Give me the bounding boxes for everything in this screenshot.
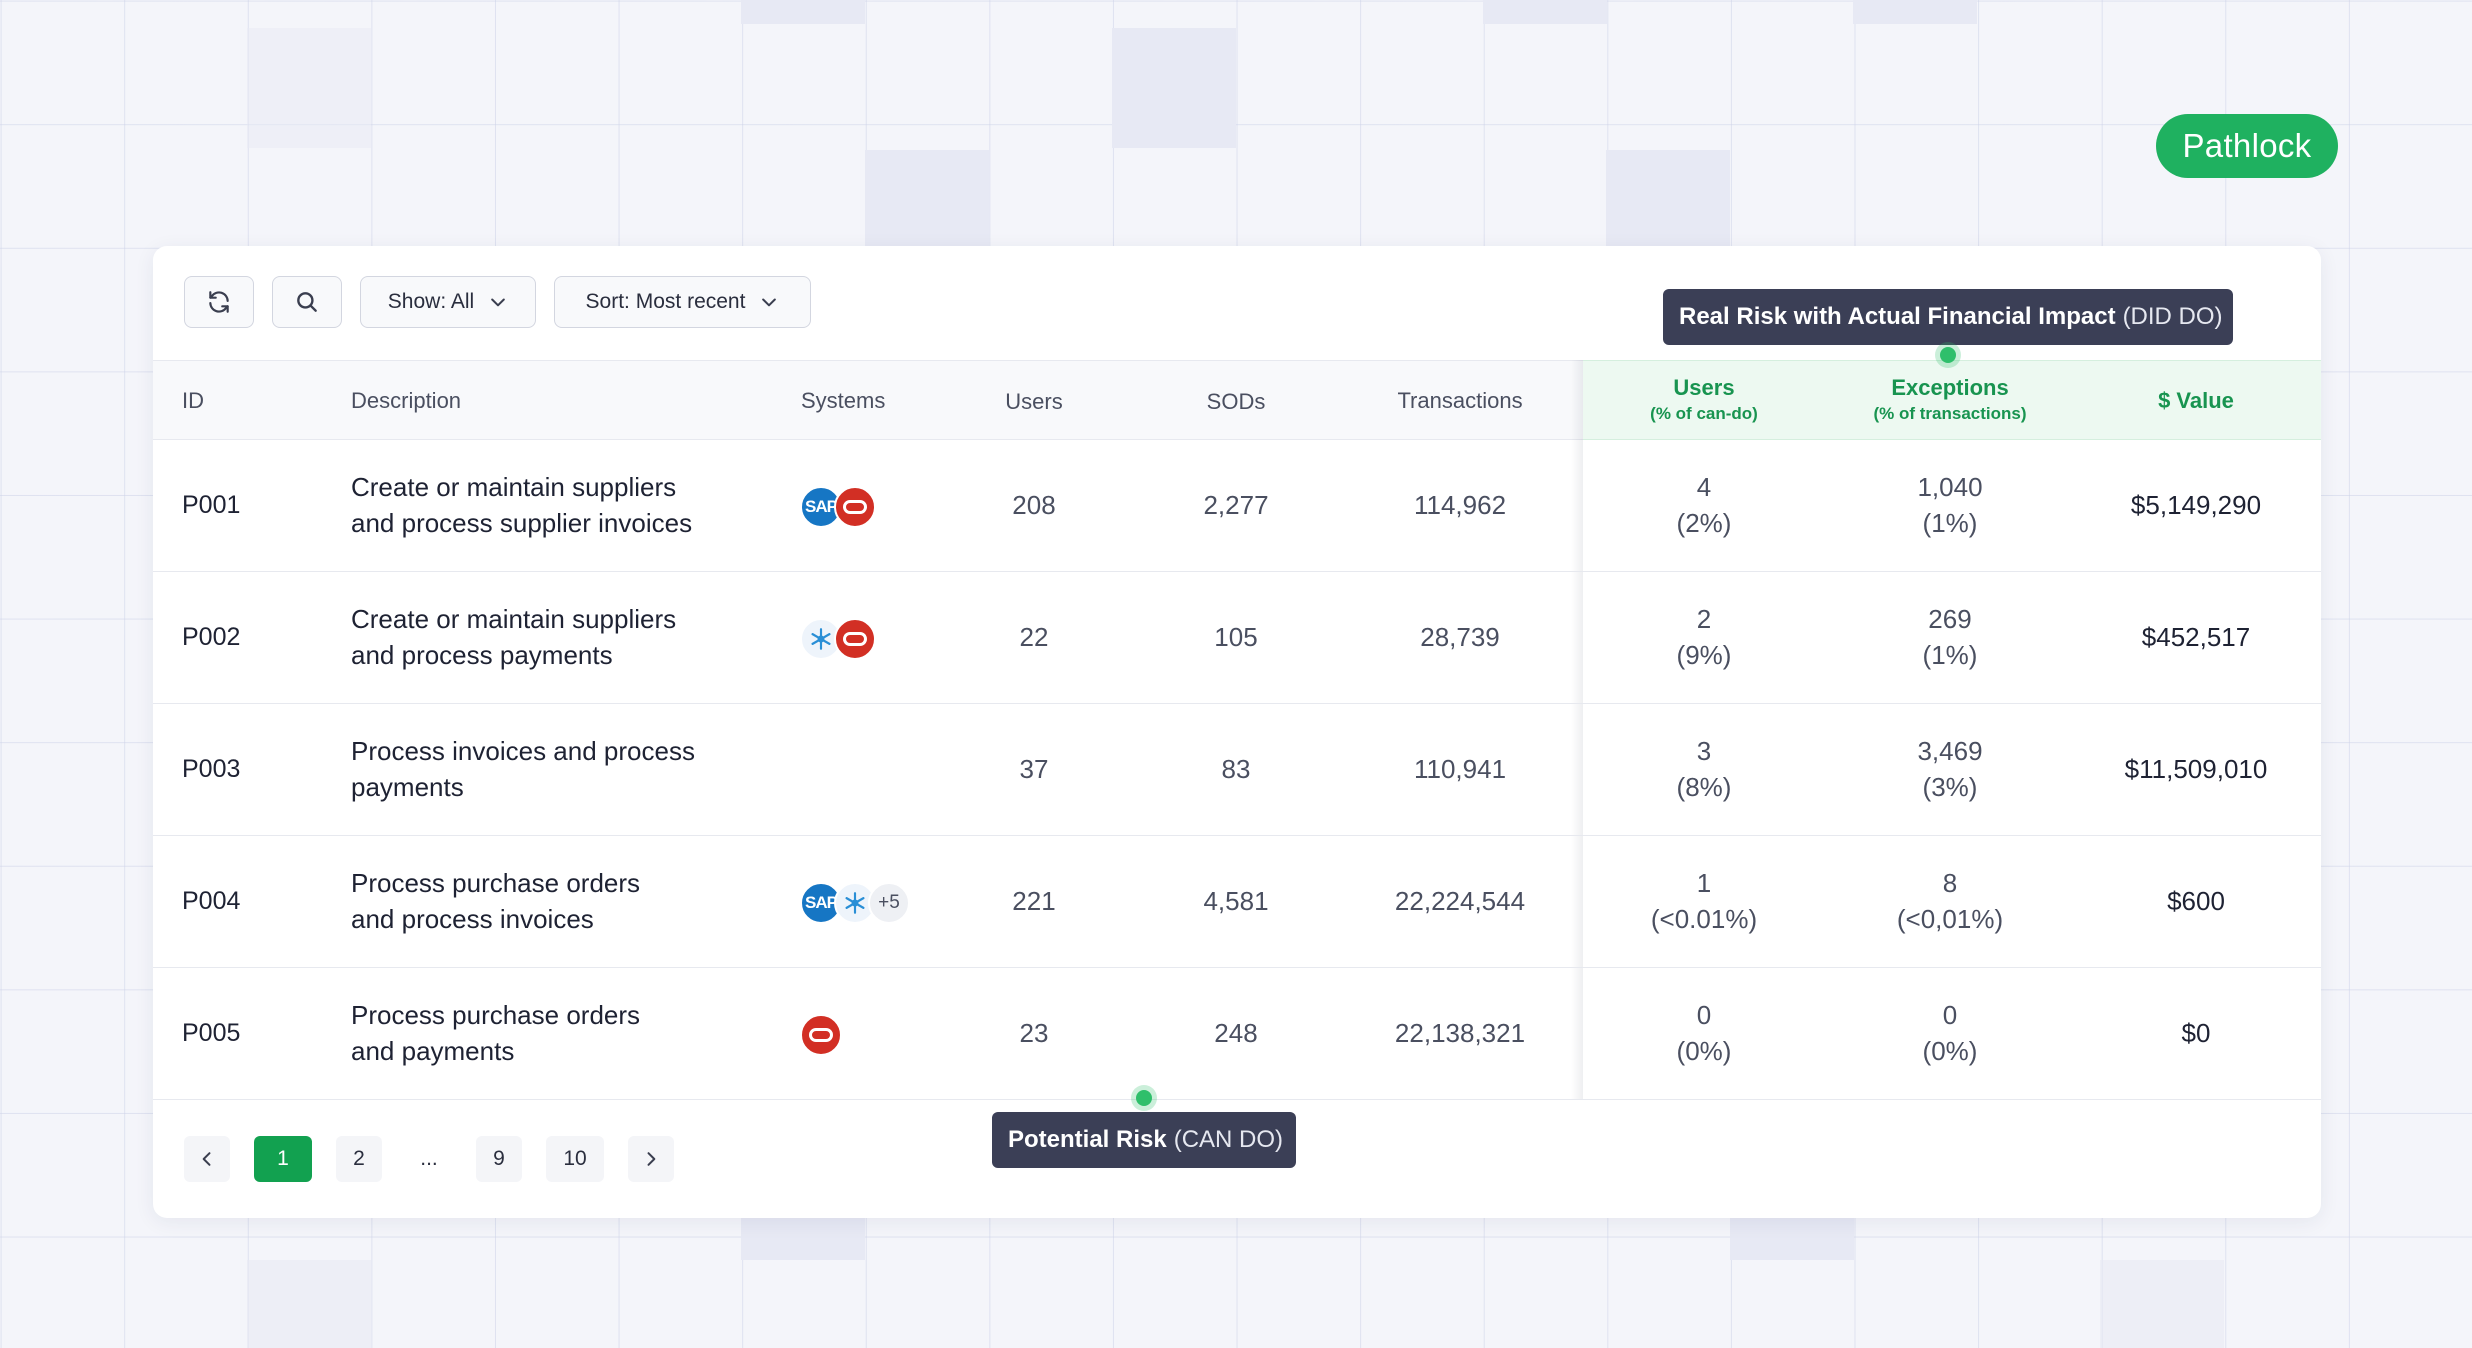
brand-badge: Pathlock [2156,114,2338,178]
row-sods: 105 [1214,621,1258,652]
page-button-10[interactable]: 10 [546,1136,604,1182]
oracle-icon [834,618,876,660]
row-users: 37 [1019,753,1049,784]
row-sods: 2,277 [1203,489,1269,520]
search-icon [297,292,317,312]
table-row[interactable]: P002 Create or maintain suppliers and pro… [153,572,2321,704]
row-id: P003 [182,754,241,783]
row-exceptions: 3,469 (3%) [1917,736,1983,802]
potential-risk-tooltip-title: Potential Risk [1008,1126,1167,1153]
toolbar: Show: All Sort: Most recent [184,276,811,330]
chevron-left-icon [202,1152,211,1166]
real-risk-tooltip: Real Risk with Actual Financial Impact (… [1663,289,2233,345]
actual-risk-panel [1583,360,2321,1100]
row-systems [800,617,876,661]
page-button-1[interactable]: 1 [254,1136,312,1182]
microsoft-icon [800,754,834,788]
table-row[interactable]: P005 Process purchase orders and payments… [153,968,2321,1100]
oracle-icon [834,486,876,528]
row-id: P004 [182,886,241,915]
show-filter-dropdown[interactable]: Show: All [360,276,536,328]
col-header-systems: Systems [801,388,886,413]
row-systems [800,1013,842,1057]
row-transactions: 28,739 [1420,621,1500,652]
row-id: P001 [182,490,241,519]
row-exceptions: 269 (1%) [1922,604,1978,670]
table-row[interactable]: P004 Process purchase orders and process … [153,836,2321,968]
row-description: Process purchase orders and process invoi… [351,868,641,934]
row-value: $452,517 [2141,621,2251,652]
row-transactions: 110,941 [1413,753,1507,784]
row-exceptions: 1,040 (1%) [1917,472,1983,538]
row-id: P002 [182,622,241,651]
page-ellipsis: ... [420,1147,438,1170]
row-users: 208 [1012,489,1056,520]
refresh-icon [209,291,229,313]
actual-risk-header: Users (% of can-do) Exceptions (% of tra… [1583,360,2321,440]
table-row[interactable]: P003 Process invoices and process payment… [153,704,2321,836]
row-risk-users: 4 (2%) [1676,472,1732,538]
row-description: Create or maintain suppliers and process … [351,472,693,538]
row-users: 23 [1019,1017,1049,1048]
prev-page-button[interactable] [184,1136,230,1182]
real-risk-tooltip-tag: (DID DO) [2122,303,2223,330]
col-header-id: ID [182,388,204,413]
next-page-button[interactable] [628,1136,674,1182]
row-exceptions: 0 (0%) [1922,1000,1978,1066]
row-sods: 83 [1221,753,1251,784]
row-description: Process invoices and process payments [351,736,695,802]
row-value: $600 [2167,885,2225,916]
row-transactions: 114,962 [1413,489,1507,520]
row-systems: SAP +5 [800,881,910,925]
real-risk-marker [1940,347,1956,363]
potential-risk-tooltip: Potential Risk (CAN DO) [992,1112,1296,1168]
col-header-sods: SODs [1206,389,1266,414]
potential-risk-marker [1136,1090,1152,1106]
sort-label: Sort: Most recent [585,290,746,313]
show-filter-label: Show: All [387,290,475,313]
col-header-value: $ Value [2158,388,2234,413]
sort-dropdown[interactable]: Sort: Most recent [554,276,811,328]
page-button-2[interactable]: 2 [336,1136,382,1182]
row-exceptions: 8 (<0,01%) [1896,868,2004,934]
potential-risk-tooltip-tag: (CAN DO) [1173,1126,1284,1153]
table-row[interactable]: P001 Create or maintain suppliers and pro… [153,440,2321,572]
row-systems: SAP [800,485,876,529]
row-users: 22 [1019,621,1049,652]
row-transactions: 22,224,544 [1394,885,1526,916]
col-header-exceptions: Exceptions (% of transactions) [1873,375,2027,423]
oracle-icon [800,1014,842,1056]
row-value: $11,509,010 [2124,753,2268,784]
row-risk-users: 2 (9%) [1676,604,1732,670]
real-risk-tooltip-title: Real Risk with Actual Financial Impact [1679,303,2116,330]
row-sods: 248 [1214,1017,1258,1048]
row-risk-users: 3 (8%) [1676,736,1732,802]
row-description: Create or maintain suppliers and process … [351,604,677,670]
chevron-down-icon [491,298,506,307]
page-button-9[interactable]: 9 [476,1136,522,1182]
refresh-button[interactable] [184,276,254,328]
row-transactions: 22,138,321 [1394,1017,1526,1048]
row-risk-users: 1 (<0.01%) [1650,868,1758,934]
row-risk-users: 0 (0%) [1676,1000,1732,1066]
row-value: $0 [2181,1017,2211,1048]
row-systems [800,749,834,793]
row-id: P005 [182,1018,241,1047]
chevron-right-icon [647,1152,656,1166]
col-header-users: Users [1005,389,1063,414]
col-header-description: Description [351,388,462,413]
search-button[interactable] [272,276,342,328]
more-systems-badge[interactable]: +5 [868,882,910,924]
row-users: 221 [1012,885,1056,916]
row-value: $5,149,290 [2130,489,2262,520]
col-header-transactions: Transactions [1397,388,1523,413]
row-sods: 4,581 [1203,885,1269,916]
chevron-down-icon [762,298,777,307]
col-header-risk-users: Users (% of can-do) [1650,375,1758,423]
row-description: Process purchase orders and payments [351,1000,641,1066]
risk-table-card: Show: All Sort: Most recent ID Descripti… [153,246,2321,1218]
pagination: 1 2 ... 9 10 [184,1136,674,1182]
